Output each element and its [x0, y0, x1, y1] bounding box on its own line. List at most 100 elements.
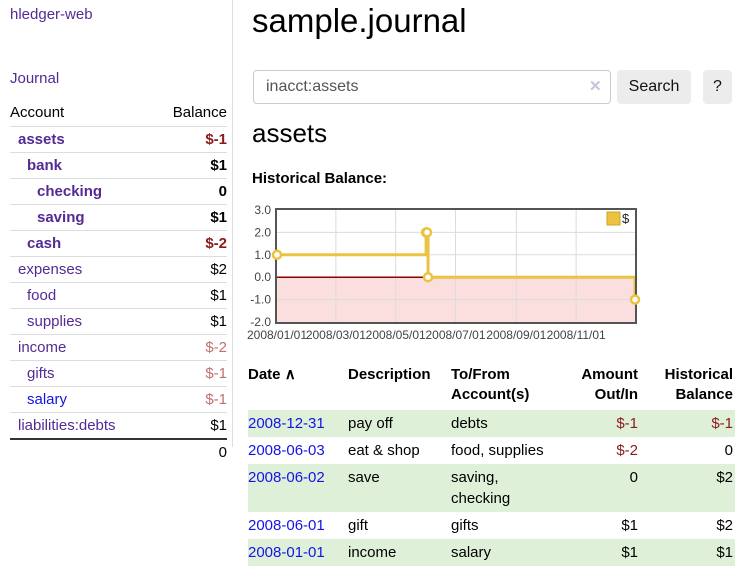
chart-label: Historical Balance:	[252, 170, 388, 187]
transaction-description: pay off	[348, 414, 393, 432]
table-row: 2008-06-01 gift gifts $1 $2	[248, 512, 735, 539]
table-row: 2008-12-31 pay off debts $-1 $-1	[248, 409, 735, 437]
transaction-description: gift	[348, 516, 369, 534]
app-title[interactable]: hledger-web	[10, 6, 93, 23]
account-balance: $1	[153, 282, 227, 309]
transaction-amount: $1	[621, 543, 638, 561]
svg-text:2.0: 2.0	[254, 225, 271, 239]
table-row: checking 0	[10, 178, 227, 205]
account-balance: $-2	[153, 334, 227, 361]
transaction-balance: $2	[716, 516, 733, 534]
svg-text:3.0: 3.0	[254, 203, 271, 217]
sidebar-account-salary[interactable]: salary	[27, 391, 68, 408]
table-row: bank $1	[10, 152, 227, 179]
accounts-header-account: Account	[10, 104, 65, 121]
register-header-row: Date ∧ Description To/From Account(s) Am…	[248, 363, 735, 410]
svg-text:2008/07/01: 2008/07/01	[425, 328, 485, 342]
sidebar-account-income[interactable]: income	[18, 339, 67, 356]
svg-text:2008/03/01: 2008/03/01	[306, 328, 366, 342]
transaction-balance: 0	[724, 441, 733, 459]
accounts-table: Account Balance assets $-1 bank $1 check…	[10, 101, 227, 465]
historical-balance-chart: $ -2.0 -1.0 0.0 1.0 2.0 3.0 2008/01/01 2008/03/0…	[240, 198, 650, 350]
svg-text:1.0: 1.0	[254, 248, 271, 262]
sidebar-account-gifts[interactable]: gifts	[27, 365, 55, 382]
transaction-date-link[interactable]: 2008-06-02	[248, 468, 325, 486]
svg-text:$: $	[622, 211, 630, 226]
transaction-amount: $-2	[616, 441, 638, 459]
transaction-date-link[interactable]: 2008-12-31	[248, 414, 325, 432]
chart-canvas: $ -2.0 -1.0 0.0 1.0 2.0 3.0 2008/01/012008/03/0…	[247, 203, 641, 342]
table-row: income $-2	[10, 334, 227, 361]
table-row: saving $1	[10, 204, 227, 231]
transaction-accounts: debts	[451, 414, 488, 432]
sidebar-account-saving[interactable]: saving	[37, 209, 85, 226]
transaction-description: save	[348, 468, 380, 486]
account-balance: $1	[153, 152, 227, 179]
transaction-date-link[interactable]: 2008-06-03	[248, 441, 325, 459]
clear-search-icon[interactable]: ✕	[589, 78, 602, 95]
svg-text:-1.0: -1.0	[250, 293, 271, 307]
accounts-header-balance: Balance	[172, 104, 227, 121]
table-row: liabilities:debts $1	[10, 412, 227, 439]
transaction-description: income	[348, 543, 397, 561]
account-heading: assets	[252, 118, 328, 148]
sidebar-account-bank[interactable]: bank	[27, 157, 63, 174]
account-balance: $1	[153, 412, 227, 439]
transaction-balance: $2	[716, 468, 733, 486]
accounts-header-row: Account Balance	[10, 101, 227, 127]
table-row: supplies $1	[10, 308, 227, 335]
account-balance: 0	[153, 178, 227, 205]
sidebar-account-assets[interactable]: assets	[18, 131, 65, 148]
sidebar-account-cash[interactable]: cash	[27, 235, 62, 252]
help-button[interactable]: ?	[703, 70, 732, 104]
sidebar-account-checking[interactable]: checking	[37, 183, 103, 200]
accounts-total-row: 0	[10, 438, 227, 465]
transaction-amount: 0	[629, 468, 638, 486]
svg-text:2008/11/01: 2008/11/01	[547, 328, 606, 342]
table-row: gifts $-1	[10, 360, 227, 387]
register-header-amount: Amount Out/In	[581, 366, 638, 404]
svg-text:0.0: 0.0	[254, 270, 271, 284]
table-row: 2008-06-02 save saving, checking 0 $2	[248, 463, 735, 512]
register-header-date[interactable]: Date ∧	[248, 366, 296, 383]
account-balance: $-1	[153, 360, 227, 387]
nav-journal-link[interactable]: Journal	[10, 70, 60, 87]
accounts-total-value: 0	[153, 438, 227, 465]
sidebar-account-supplies[interactable]: supplies	[27, 313, 83, 330]
search-button[interactable]: Search	[617, 70, 691, 104]
sort-ascending-icon: ∧	[284, 366, 296, 383]
account-balance: $2	[153, 256, 227, 283]
account-balance: $-2	[153, 230, 227, 257]
transaction-accounts: gifts	[451, 516, 479, 534]
transaction-accounts: food, supplies	[451, 441, 544, 459]
account-balance: $-1	[153, 126, 227, 153]
table-row: expenses $2	[10, 256, 227, 283]
transaction-accounts: saving, checking	[451, 468, 511, 507]
svg-text:2008/05/01: 2008/05/01	[366, 328, 426, 342]
table-row: salary $-1	[10, 386, 227, 413]
account-balance: $-1	[153, 386, 227, 413]
table-row: 2008-01-01 income salary $1 $1	[248, 538, 735, 566]
table-row: cash $-2	[10, 230, 227, 257]
svg-text:2008/09/01: 2008/09/01	[486, 328, 546, 342]
register-table: Date ∧ Description To/From Account(s) Am…	[248, 363, 735, 566]
svg-text:2008/01/01: 2008/01/01	[247, 328, 307, 342]
table-row: 2008-06-03 eat & shop food, supplies $-2…	[248, 437, 735, 464]
register-header-historical: Historical Balance	[664, 366, 733, 404]
transaction-date-link[interactable]: 2008-01-01	[248, 543, 325, 561]
register-header-description: Description	[348, 366, 431, 383]
transaction-description: eat & shop	[348, 441, 420, 459]
search-input[interactable]	[253, 70, 611, 104]
transaction-balance: $-1	[711, 414, 733, 432]
account-balance: $1	[153, 204, 227, 231]
sidebar-divider	[232, 0, 233, 447]
transaction-date-link[interactable]: 2008-06-01	[248, 516, 325, 534]
transaction-amount: $1	[621, 516, 638, 534]
sidebar-account-expenses[interactable]: expenses	[18, 261, 83, 278]
sidebar-account-liabilities-debts[interactable]: liabilities:debts	[18, 417, 116, 434]
transaction-amount: $-1	[616, 414, 638, 432]
register-header-tofrom: To/From Account(s)	[451, 366, 530, 404]
transaction-balance: $1	[716, 543, 733, 561]
sidebar-account-food[interactable]: food	[27, 287, 57, 304]
table-row: food $1	[10, 282, 227, 309]
